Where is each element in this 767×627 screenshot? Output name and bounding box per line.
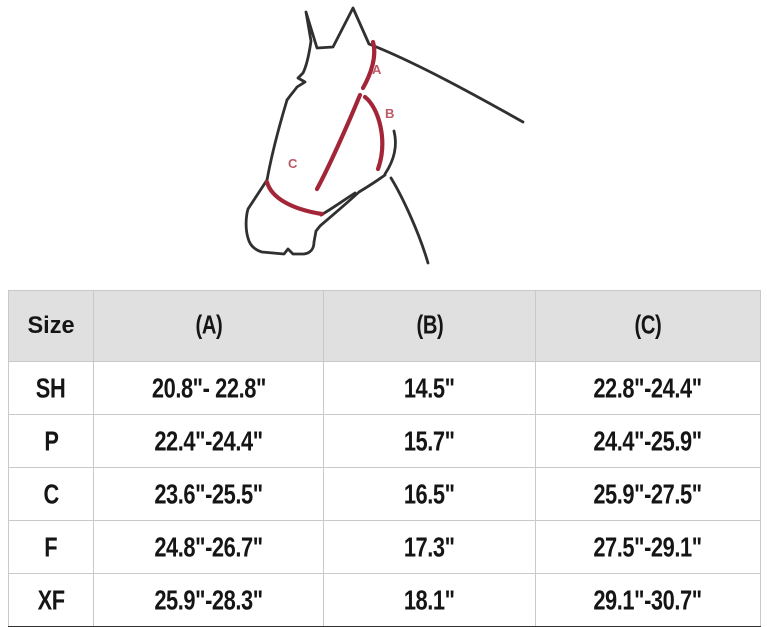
- size-chart-header-row: Size (A) (B) (C): [8, 290, 761, 362]
- horse-ears-neck-outline: [285, 6, 525, 124]
- measurement-label-b: B: [385, 106, 394, 121]
- measurement-c-cell: 27.5"-29.1": [535, 520, 761, 574]
- table-row-sh: SH 20.8"- 22.8" 14.5" 22.8"-24.4": [8, 361, 761, 415]
- size-cell: F: [8, 520, 94, 574]
- horse-mouth-line: [319, 191, 357, 217]
- throat-strap-b: [362, 94, 385, 172]
- measurement-c-cell: 22.8"-24.4": [535, 361, 761, 415]
- table-row-p: P 22.4"-24.4" 15.7" 24.4"-25.9": [8, 414, 761, 468]
- measurement-b-cell: 16.5": [323, 467, 536, 521]
- header-c: (C): [535, 290, 761, 362]
- size-cell: P: [8, 414, 94, 468]
- measurement-b-cell: 18.1": [323, 573, 536, 627]
- size-cell: C: [8, 467, 94, 521]
- header-b: (B): [323, 290, 536, 362]
- measurement-a-cell: 23.6"-25.5": [93, 467, 324, 521]
- measurement-b-cell: 14.5": [323, 361, 536, 415]
- horse-jowl-line: [383, 129, 397, 176]
- measurement-c-cell: 29.1"-30.7": [535, 573, 761, 627]
- header-a: (A): [93, 290, 324, 362]
- measurement-c-cell: 24.4"-25.9": [535, 414, 761, 468]
- size-cell: XF: [8, 573, 94, 627]
- crown-strap-a: [360, 39, 377, 91]
- measurement-label-c: C: [288, 156, 298, 171]
- measurement-b-cell: 17.3": [323, 520, 536, 574]
- measurement-a-cell: 24.8"-26.7": [93, 520, 324, 574]
- measurement-b-cell: 15.7": [323, 414, 536, 468]
- measurement-c-cell: 25.9"-27.5": [535, 467, 761, 521]
- header-size: Size: [8, 290, 94, 362]
- size-cell: SH: [8, 361, 94, 415]
- table-row-c: C 23.6"-25.5" 16.5" 25.9"-27.5": [8, 467, 761, 521]
- measurement-a-cell: 22.4"-24.4": [93, 414, 324, 468]
- cheek-strap: [314, 92, 363, 192]
- table-row-xf: XF 25.9"-28.3" 18.1" 29.1"-30.7": [8, 573, 761, 627]
- measurement-a-cell: 20.8"- 22.8": [93, 361, 324, 415]
- measurement-a-cell: 25.9"-28.3": [93, 573, 324, 627]
- horse-face-outline: [244, 98, 387, 256]
- horse-chest-line: [389, 176, 430, 265]
- measurement-label-a: A: [372, 62, 382, 77]
- size-chart-table: Size (A) (B) (C) SH 20.8"- 22.8" 14.5" 2…: [8, 290, 761, 627]
- noseband-strap-c: [264, 179, 325, 217]
- table-row-f: F 24.8"-26.7" 17.3" 27.5"-29.1": [8, 520, 761, 574]
- horse-head-diagram: A B C: [244, 6, 525, 265]
